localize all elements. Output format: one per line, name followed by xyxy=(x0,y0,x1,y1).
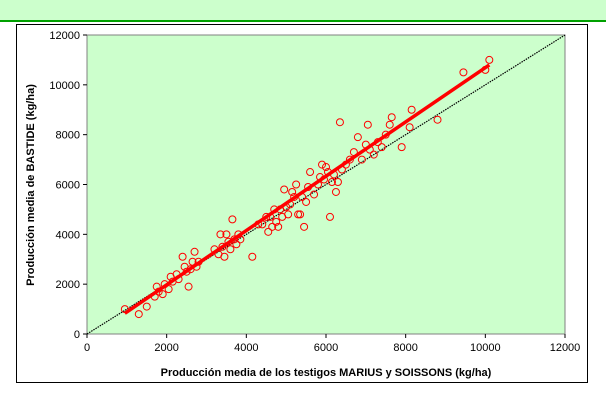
data-point xyxy=(288,187,297,196)
data-point xyxy=(158,290,167,299)
data-point xyxy=(485,55,494,64)
scatter-chart: 0 2000 4000 6000 8000 10000 12000 0 2000 4000 600… xyxy=(25,30,580,379)
data-point xyxy=(190,247,199,256)
data-point xyxy=(134,310,143,319)
y-tick-label: 10000 xyxy=(49,80,80,92)
data-point xyxy=(262,212,271,221)
data-point xyxy=(300,222,309,231)
data-point xyxy=(226,245,235,254)
data-point xyxy=(377,143,386,152)
y-tick-label: 0 xyxy=(74,329,80,341)
data-point xyxy=(387,113,396,122)
data-point xyxy=(333,178,342,187)
data-point xyxy=(280,185,289,194)
y-tick-label: 4000 xyxy=(56,229,80,241)
x-axis-title: Producción media de los testigos MARIUS … xyxy=(161,367,492,379)
data-point xyxy=(218,242,227,251)
data-point xyxy=(306,168,315,177)
chart-frame: 0 2000 4000 6000 8000 10000 12000 0 2000 4000 600… xyxy=(16,24,588,383)
x-tick-label: 12000 xyxy=(550,342,581,354)
data-point xyxy=(268,222,277,231)
data-point xyxy=(274,222,283,231)
data-point xyxy=(397,143,406,152)
data-point xyxy=(385,120,394,129)
data-point xyxy=(363,120,372,129)
top-band xyxy=(0,0,606,22)
data-point xyxy=(357,155,366,164)
data-point xyxy=(220,252,229,261)
chart-marks xyxy=(86,34,566,335)
y-tick-label: 8000 xyxy=(56,130,80,142)
x-tick-label: 4000 xyxy=(234,342,258,354)
data-point xyxy=(292,180,301,189)
x-tick-label: 6000 xyxy=(314,342,338,354)
data-point xyxy=(310,190,319,199)
y-axis-title: Producción media de BASTIDE (kg/ha) xyxy=(25,84,37,286)
data-point xyxy=(327,178,336,187)
data-point xyxy=(302,197,311,206)
data-point xyxy=(228,215,237,224)
data-point xyxy=(248,252,257,261)
data-point xyxy=(178,252,187,261)
data-point xyxy=(353,133,362,142)
data-point xyxy=(142,302,151,311)
data-point xyxy=(335,118,344,127)
y-tick-label: 2000 xyxy=(56,279,80,291)
data-point xyxy=(222,230,231,239)
data-point xyxy=(232,240,241,249)
data-point xyxy=(184,282,193,291)
data-point xyxy=(284,210,293,219)
data-point xyxy=(264,227,273,236)
x-tick-label: 2000 xyxy=(154,342,178,354)
trend-line xyxy=(123,63,491,315)
x-tick-label: 10000 xyxy=(470,342,501,354)
y-tick-label: 12000 xyxy=(49,30,80,42)
data-point xyxy=(433,115,442,124)
x-tick-label: 0 xyxy=(84,342,90,354)
data-point xyxy=(164,285,173,294)
data-point xyxy=(318,160,327,169)
x-axis-ticks: 0 2000 4000 6000 8000 10000 12000 xyxy=(84,334,580,354)
data-point xyxy=(459,68,468,77)
data-point xyxy=(325,212,334,221)
x-tick-label: 8000 xyxy=(393,342,417,354)
data-point xyxy=(322,163,330,172)
data-point xyxy=(272,217,281,226)
data-point xyxy=(294,210,303,219)
data-point xyxy=(407,105,416,114)
data-point xyxy=(405,123,414,132)
y-axis-ticks: 0 2000 4000 6000 8000 10000 12000 xyxy=(49,30,87,341)
data-point xyxy=(216,230,225,239)
y-tick-label: 6000 xyxy=(56,180,80,192)
data-point xyxy=(369,150,378,159)
data-point xyxy=(331,187,340,196)
data-point xyxy=(296,210,305,219)
